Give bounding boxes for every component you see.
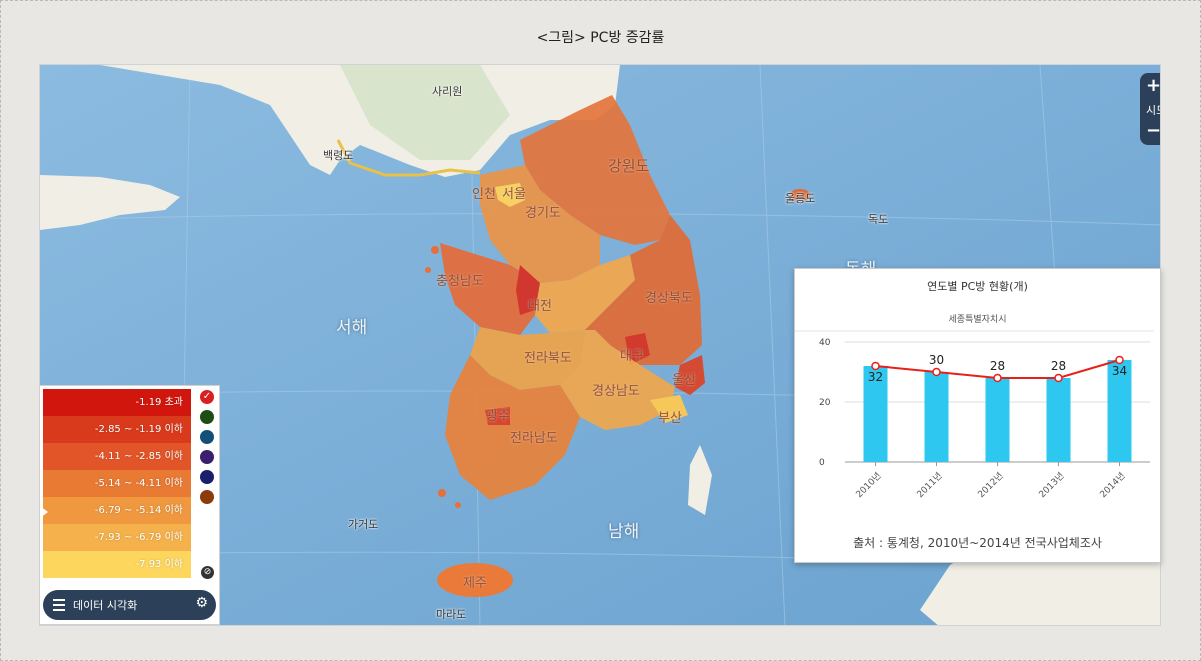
- list-icon: [53, 599, 65, 611]
- bar: [1107, 360, 1132, 462]
- chart-popup: 연도별 PC방 현황(개) 세종특별자치시 0 20 40 32 30 28 28 34 201…: [794, 268, 1161, 563]
- label-daejeon: 대전: [528, 299, 552, 314]
- legend-rows: -1.19 초과 -2.85 ~ -1.19 이하 -4.11 ~ -2.85 이하…: [43, 389, 191, 578]
- color-swatch[interactable]: [200, 490, 214, 504]
- zoom-control: + 시도 −: [1140, 73, 1161, 145]
- label-jeonnam: 전라남도: [510, 431, 558, 446]
- label-gyeongbuk: 경상북도: [645, 291, 693, 306]
- x-tick-label: 2013년: [1037, 470, 1067, 500]
- color-scheme-swatches: ✓: [200, 390, 218, 510]
- label-gangwon: 강원도: [608, 157, 650, 175]
- y-tick-label: 0: [819, 458, 825, 468]
- legend-row[interactable]: -5.14 ~ -4.11 이하: [43, 470, 191, 497]
- data-visualization-button[interactable]: 데이터 시각화 ⚙: [43, 590, 216, 620]
- x-tick-label: 2012년: [976, 470, 1006, 500]
- line-point: [1115, 355, 1124, 365]
- data-label: 28: [1051, 359, 1066, 373]
- label-west-sea: 서해: [336, 318, 368, 338]
- line-point: [871, 361, 880, 371]
- color-swatch[interactable]: [200, 470, 214, 484]
- y-tick-label: 40: [819, 338, 831, 348]
- label-marado: 마라도: [436, 608, 467, 621]
- chart-title: 연도별 PC방 현황(개): [927, 280, 1028, 293]
- bar: [985, 378, 1010, 462]
- data-visualization-label: 데이터 시각화: [73, 599, 138, 612]
- x-tick-label: 2014년: [1098, 470, 1128, 500]
- label-busan: 부산: [658, 411, 682, 426]
- bar-line-chart: 0 20 40 32 30 28 28 34 2010년 2011년 2012년 2013년 2014년: [795, 330, 1154, 500]
- legend-row[interactable]: -7.93 ~ -6.79 이하: [43, 524, 191, 551]
- figure-title: <그림> PC방 증감률: [536, 30, 665, 46]
- label-baengnyeong: 백령도: [323, 149, 354, 162]
- zoom-out-button[interactable]: −: [1146, 120, 1161, 141]
- zoom-level-label: 시도: [1146, 104, 1160, 117]
- label-dokdo: 독도: [868, 213, 889, 226]
- color-swatch[interactable]: [200, 450, 214, 464]
- bar: [924, 372, 949, 462]
- label-jeonbuk: 전라북도: [524, 351, 572, 366]
- bar: [1046, 378, 1071, 462]
- y-tick-label: 20: [819, 398, 831, 408]
- legend-panel: -1.19 초과 -2.85 ~ -1.19 이하 -4.11 ~ -2.85 이하…: [39, 385, 220, 625]
- data-label: 30: [929, 353, 944, 367]
- label-daegu: 대구: [620, 349, 644, 364]
- chart-source: 출처 : 통계청, 2010년~2014년 전국사업체조사: [853, 536, 1102, 550]
- label-gyeongnam: 경상남도: [592, 384, 640, 399]
- label-gageodo: 가거도: [348, 518, 379, 531]
- line-point: [1054, 373, 1063, 383]
- label-ulleung: 울릉도: [785, 192, 816, 205]
- data-label: 32: [868, 370, 883, 384]
- legend-row[interactable]: -2.85 ~ -1.19 이하: [43, 416, 191, 443]
- selected-color-check-icon[interactable]: ✓: [200, 390, 214, 404]
- legend-row[interactable]: -7.93 이하: [43, 551, 191, 578]
- zoom-in-button[interactable]: +: [1146, 75, 1161, 96]
- color-swatch[interactable]: [200, 410, 214, 424]
- data-label: 34: [1112, 364, 1127, 378]
- data-label: 28: [990, 359, 1005, 373]
- x-tick-label: 2010년: [854, 470, 884, 500]
- label-gyeonggi: 경기도: [525, 206, 561, 221]
- label-south-sea: 남해: [608, 522, 640, 542]
- line-point: [993, 373, 1002, 383]
- legend-row[interactable]: -6.79 ~ -5.14 이하: [43, 497, 191, 524]
- line-point: [932, 367, 941, 377]
- label-sariwon: 사리원: [432, 85, 463, 98]
- gear-icon[interactable]: ⚙: [195, 595, 208, 611]
- label-jeju: 제주: [463, 576, 487, 591]
- x-tick-label: 2011년: [915, 470, 945, 500]
- bar: [863, 366, 888, 462]
- color-swatch[interactable]: [200, 430, 214, 444]
- chart-subtitle: 세종특별자치시: [948, 315, 1007, 325]
- label-gwangju: 광주: [486, 409, 510, 424]
- label-incheon: 인천: [472, 187, 496, 202]
- legend-row[interactable]: -1.19 초과: [43, 389, 191, 416]
- label-ulsan: 울산: [672, 373, 696, 388]
- reset-icon[interactable]: ⊘: [201, 566, 214, 579]
- label-seoul: 서울: [502, 187, 526, 202]
- legend-row[interactable]: -4.11 ~ -2.85 이하: [43, 443, 191, 470]
- legend-pointer-icon: [40, 506, 48, 518]
- label-chungnam: 충청남도: [436, 274, 484, 289]
